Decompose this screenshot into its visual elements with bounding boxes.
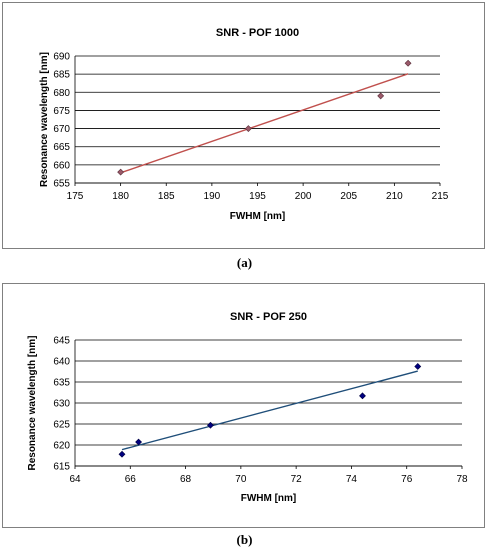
chart-b: 615 620 625 630 635 640 645 64 66 68 70 72 74 76 78 SNR…	[27, 311, 468, 504]
x-tick-label: 78	[456, 474, 468, 485]
x-axis-title: FWHM [nm]	[230, 211, 286, 222]
y-tick-label: 660	[53, 160, 70, 171]
y-tick-label: 655	[53, 179, 70, 190]
x-tick-label: 190	[204, 191, 221, 202]
data-point	[359, 392, 366, 400]
x-axis-title: FWHM [nm]	[241, 493, 297, 504]
data-point	[207, 421, 214, 429]
x-tick-label: 70	[235, 474, 247, 485]
chart-a: 655 660 665 670 675 680 685 690 175 180 185 190 195 2…	[39, 27, 449, 222]
y-tick-label: 620	[53, 441, 70, 452]
x-tick-label: 66	[125, 474, 137, 485]
x-tick-label: 215	[432, 191, 449, 202]
y-tick-label: 680	[53, 88, 70, 99]
y-axis-title: Resonance wavelength [nm]	[39, 52, 50, 187]
y-tick-label: 630	[53, 399, 70, 410]
y-tick-label: 640	[53, 357, 70, 368]
x-tick-label: 205	[340, 191, 357, 202]
y-tick-label: 625	[53, 420, 70, 431]
y-tick-label: 670	[53, 124, 70, 135]
y-tick-label: 645	[53, 336, 70, 347]
x-tick-label: 175	[67, 191, 84, 202]
x-tick-label: 64	[69, 474, 81, 485]
trendline	[121, 370, 418, 451]
y-tick-label: 690	[53, 52, 70, 63]
y-tick-label: 685	[53, 70, 70, 81]
chart-panel-b	[2, 283, 485, 528]
y-tick-label: 635	[53, 378, 70, 389]
x-tick-label: 74	[346, 474, 358, 485]
panel-label-a: (a)	[236, 255, 253, 270]
panel-label-b: (b)	[236, 532, 253, 547]
y-tick-label: 615	[53, 462, 70, 473]
data-point	[244, 125, 252, 132]
x-tick-label: 195	[249, 191, 266, 202]
x-tick-label: 200	[295, 191, 312, 202]
y-axis-title: Resonance wavelength [nm]	[27, 335, 38, 470]
data-point	[404, 59, 412, 67]
x-tick-label: 210	[386, 191, 403, 202]
y-tick-label: 665	[53, 142, 70, 153]
y-tick-label: 675	[53, 106, 70, 117]
x-tick-label: 185	[158, 191, 175, 202]
data-point	[118, 450, 126, 458]
trendline	[120, 73, 409, 174]
x-tick-label: 76	[401, 474, 413, 485]
data-point	[377, 92, 385, 100]
x-tick-label: 180	[112, 191, 129, 202]
chart-panel-a	[2, 2, 485, 249]
chart-title: SNR - POF 250	[230, 311, 307, 323]
x-tick-label: 68	[180, 474, 192, 485]
chart-title: SNR - POF 1000	[216, 27, 299, 39]
x-tick-label: 72	[291, 474, 303, 485]
data-point	[135, 438, 143, 446]
data-point	[414, 363, 422, 370]
data-point	[117, 168, 125, 176]
